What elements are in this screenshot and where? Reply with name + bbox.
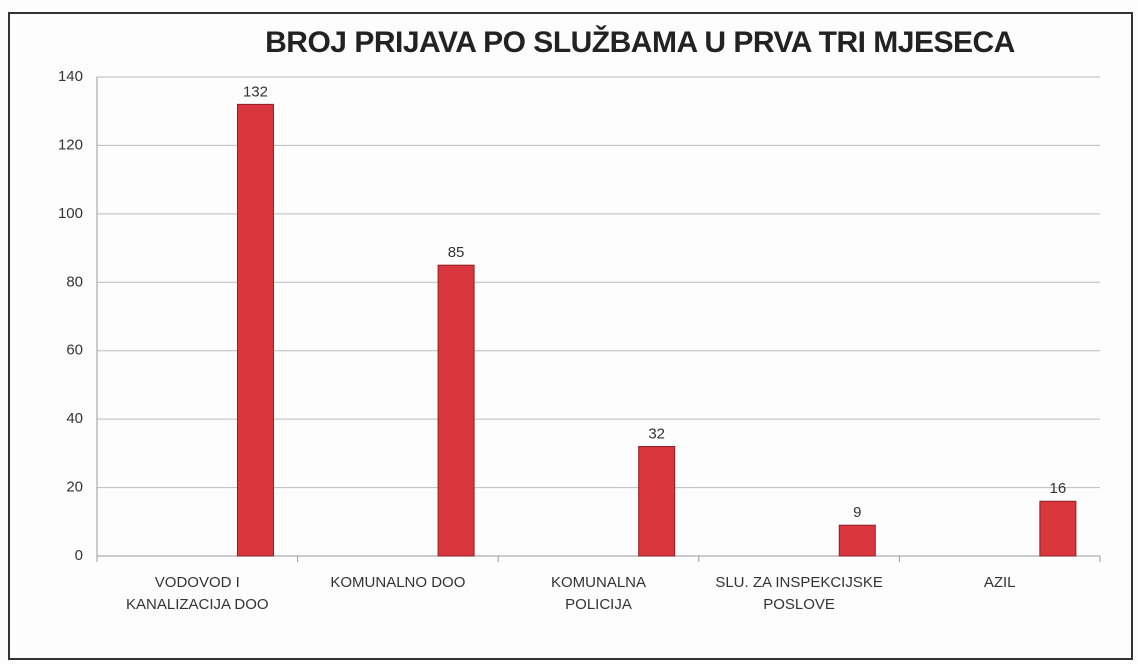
x-tick-label: KOMUNALNO DOO <box>330 574 466 591</box>
y-tick-label: 100 <box>58 205 83 222</box>
data-label: 16 <box>1050 480 1067 497</box>
x-tick-label: SLU. ZA INSPEKCIJSKE POSLOVE <box>715 574 883 613</box>
y-tick-label: 140 <box>58 68 83 85</box>
data-label: 85 <box>448 244 465 261</box>
bar <box>236 103 274 557</box>
y-tick-label: 20 <box>66 479 83 496</box>
data-label: 32 <box>648 425 665 442</box>
bar <box>1039 500 1077 557</box>
y-tick-label: 0 <box>75 547 83 564</box>
y-tick-label: 120 <box>58 136 83 153</box>
x-tick-label: VODOVOD I KANALIZACIJA DOO <box>126 574 269 613</box>
x-tick-label: KOMUNALNA POLICIJA <box>550 574 647 613</box>
frame <box>8 12 1133 660</box>
y-tick-label: 80 <box>66 273 83 290</box>
bar <box>838 524 876 557</box>
data-label: 9 <box>853 504 861 521</box>
data-label: 132 <box>243 83 268 100</box>
bar <box>638 446 676 557</box>
chart-title: BROJ PRIJAVA PO SLUŽBAMA U PRVA TRI MJES… <box>265 26 1015 59</box>
y-tick-label: 60 <box>66 342 83 359</box>
x-tick-label: AZIL <box>983 574 1016 591</box>
y-tick-label: 40 <box>66 410 83 427</box>
bar <box>437 264 475 557</box>
